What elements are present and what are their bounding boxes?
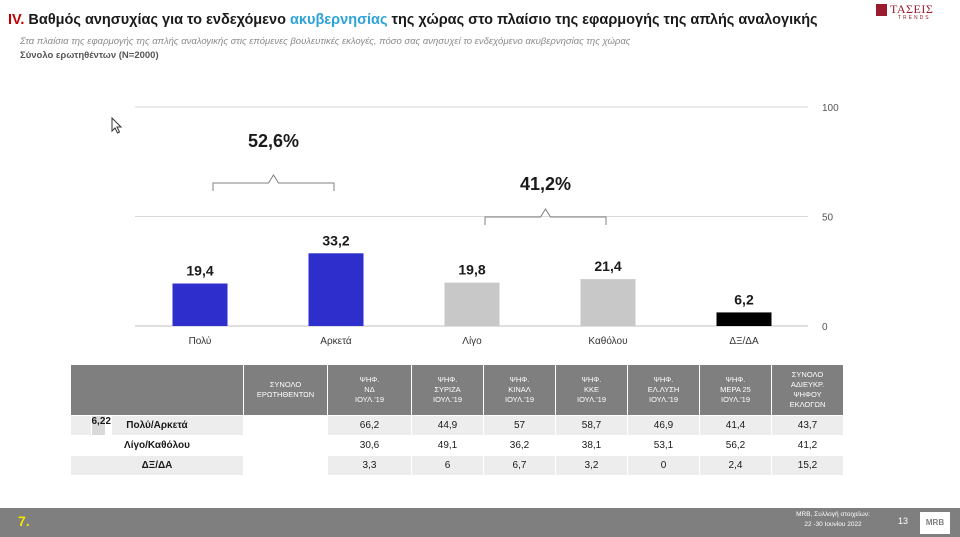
title-roman-numeral: IV. bbox=[8, 12, 25, 28]
header-cell: ΨΗΦ. ΚΙΝΑΛ ΙΟΥΛ.'19 bbox=[483, 364, 556, 416]
table-cell: 36,2 bbox=[483, 435, 556, 456]
header-cell: ΨΗΦ. ΣΥΡΙΖΑ ΙΟΥΛ.'19 bbox=[411, 364, 484, 416]
table-cell: 0 bbox=[627, 455, 700, 476]
table-cell: 49,1 bbox=[411, 435, 484, 456]
table-cell: 41,2 bbox=[771, 435, 844, 456]
mouse-cursor-icon bbox=[111, 117, 123, 134]
table-cell: 58,7 bbox=[555, 415, 628, 436]
bar-value-label: 33,2 bbox=[322, 232, 349, 248]
table-cell: 6,2 bbox=[90, 414, 107, 436]
table-cell: 6,7 bbox=[483, 455, 556, 476]
row-label: Πολύ/Αρκετά bbox=[70, 415, 244, 436]
tasis-logo: ΤΑΣΕΙΣ TRENDS bbox=[876, 2, 946, 21]
slide-number: 7. bbox=[18, 513, 30, 529]
header-cell: ΨΗΦ. ΜΕΡΑ 25 ΙΟΥΛ.'19 bbox=[699, 364, 772, 416]
row-label: ΔΞ/ΔΑ bbox=[70, 455, 244, 476]
table-cell: 56,2 bbox=[699, 435, 772, 456]
page-title: IV. Βαθμός ανησυχίας για το ενδεχόμενο α… bbox=[8, 12, 818, 28]
table-cell: 15,2 bbox=[771, 455, 844, 476]
y-tick-label: 100 bbox=[822, 103, 839, 114]
bar-value-label: 21,4 bbox=[594, 258, 621, 274]
title-highlight: ακυβερνησίας bbox=[290, 12, 388, 28]
bar bbox=[444, 282, 500, 326]
category-label: Καθόλου bbox=[588, 335, 627, 347]
group-total-label: 41,2% bbox=[520, 174, 571, 194]
logo-name: ΤΑΣΕΙΣ bbox=[890, 2, 934, 16]
table-cell: 2,4 bbox=[699, 455, 772, 476]
bar bbox=[308, 253, 364, 326]
sample-size: Σύνολο ερωτηθέντων (N=2000) bbox=[20, 50, 159, 61]
bar-chart: 0 50 100 19,4 Πολύ 33,2 Αρκετά 19,8 Λίγο 21,4 Καθό… bbox=[135, 103, 839, 347]
table-header-row: ΣΥΝΟΛΟ ΕΡΩΤΗΘΕΝΤΩΝ ΨΗΦ. ΝΔ ΙΟΥΛ.'19 ΨΗΦ. ΣΥΡΙΖ… bbox=[70, 364, 844, 416]
table-row: Πολύ/Αρκετά52,666,244,95758,746,941,443,… bbox=[70, 414, 844, 436]
slide: IV. Βαθμός ανησυχίας για το ενδεχόμενο α… bbox=[0, 0, 960, 508]
group-total-label: 52,6% bbox=[248, 131, 299, 151]
source-note: MRB, Συλλογή στοιχείων: 22 -30 Ιουνίου 20… bbox=[796, 511, 870, 528]
mrb-logo: MRB bbox=[920, 512, 950, 534]
bar bbox=[172, 283, 228, 326]
header-cell: ΨΗΦ. ΕΛ.ΛΥΣΗ ΙΟΥΛ.'19 bbox=[627, 364, 700, 416]
category-label: Αρκετά bbox=[320, 335, 352, 347]
header-cell: ΨΗΦ. ΚΚΕ ΙΟΥΛ.'19 bbox=[555, 364, 628, 416]
table-cell: 30,6 bbox=[327, 435, 412, 456]
crosstab-table: ΣΥΝΟΛΟ ΕΡΩΤΗΘΕΝΤΩΝ ΨΗΦ. ΝΔ ΙΟΥΛ.'19 ΨΗΦ. ΣΥΡΙΖ… bbox=[70, 364, 844, 476]
y-tick-label: 0 bbox=[822, 322, 828, 333]
table-row: Λίγο/Καθόλου 41,2 30,649,136,238,153,156,2… bbox=[70, 414, 844, 456]
group-bracket bbox=[212, 174, 335, 191]
category-label: Λίγο bbox=[462, 335, 482, 347]
group-bracket bbox=[484, 208, 607, 225]
table-cell: 53,1 bbox=[627, 435, 700, 456]
logo-mark-icon bbox=[876, 4, 887, 16]
header-cell: ΨΗΦ. ΝΔ ΙΟΥΛ.'19 bbox=[327, 364, 412, 416]
table-cell: 43,7 bbox=[771, 415, 844, 436]
table-cell: 3,2 bbox=[555, 455, 628, 476]
title-text-end: της χώρας στο πλαίσιο της εφαρμογής της … bbox=[387, 12, 818, 28]
header-cell: ΣΥΝΟΛΟ ΕΡΩΤΗΘΕΝΤΩΝ bbox=[243, 364, 328, 416]
bar-value-label: 19,4 bbox=[186, 263, 213, 279]
bar-value-label: 19,8 bbox=[458, 262, 485, 278]
question-subtitle: Στα πλαίσια της εφαρμογής της απλής αναλ… bbox=[20, 36, 631, 47]
table-cell: 41,4 bbox=[699, 415, 772, 436]
table-cell: 57 bbox=[483, 415, 556, 436]
table-row: ΔΞ/ΔΑ 6,2 3,3 6 6,7 3,2 0 2,4 15,2 bbox=[70, 414, 844, 476]
table-cell: 44,9 bbox=[411, 415, 484, 436]
table-cell: 3,3 bbox=[327, 455, 412, 476]
table-cell: 38,1 bbox=[555, 435, 628, 456]
header-cell: ΣΥΝΟΛΟ ΑΔΙΕΥΚΡ. ΨΗΦΟΥ ΕΚΛΟΓΩΝ bbox=[771, 364, 844, 416]
table-cell: 66,2 bbox=[327, 415, 412, 436]
logo-subtitle: TRENDS bbox=[898, 15, 931, 21]
table-cell: 46,9 bbox=[627, 415, 700, 436]
page-number: 13 bbox=[898, 516, 909, 526]
header-cell-empty bbox=[70, 364, 244, 416]
bar bbox=[716, 312, 772, 326]
y-tick-label: 50 bbox=[822, 213, 834, 224]
bar bbox=[580, 279, 636, 326]
row-label: Λίγο/Καθόλου bbox=[70, 435, 244, 456]
table-cell: 6 bbox=[411, 455, 484, 476]
title-text-start: Βαθμός ανησυχίας για το ενδεχόμενο bbox=[24, 12, 291, 28]
bar-value-label: 6,2 bbox=[734, 291, 754, 307]
category-label: Πολύ bbox=[189, 335, 212, 347]
category-label: ΔΞ/ΔΑ bbox=[729, 336, 759, 347]
footer-bar: 7. MRB, Συλλογή στοιχείων: 22 -30 Ιουνίου… bbox=[0, 508, 960, 537]
